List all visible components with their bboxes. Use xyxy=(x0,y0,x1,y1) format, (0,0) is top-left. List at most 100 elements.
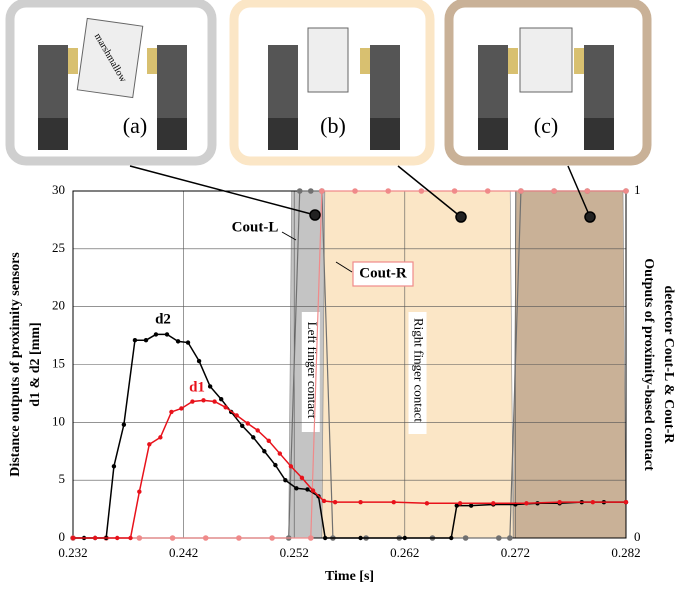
data-point xyxy=(190,399,195,404)
data-point xyxy=(283,477,288,483)
data-point xyxy=(169,535,176,541)
data-point xyxy=(266,438,271,444)
data-point xyxy=(277,451,283,456)
y-tick-label: 0 xyxy=(59,529,66,544)
data-point xyxy=(402,535,407,541)
x-tick-label: 0.262 xyxy=(390,545,419,560)
data-point xyxy=(169,409,174,415)
data-point xyxy=(590,499,596,505)
data-point xyxy=(623,188,629,194)
data-point xyxy=(307,188,314,194)
x-tick-label: 0.282 xyxy=(611,545,640,560)
data-point xyxy=(158,435,163,440)
data-point xyxy=(236,535,242,541)
data-point xyxy=(319,188,325,194)
y-axis-title: d1 & d2 [mm] xyxy=(28,322,43,406)
data-point xyxy=(321,498,327,504)
data-point xyxy=(385,188,392,194)
data-point xyxy=(164,332,170,337)
inset-b: (b) xyxy=(229,0,435,166)
label-box xyxy=(352,261,414,287)
y-tick-label: 20 xyxy=(52,298,65,313)
y2-tick-label: 0 xyxy=(634,529,641,544)
y-tick-label: 5 xyxy=(59,471,66,486)
data-point xyxy=(294,486,299,491)
data-point xyxy=(240,423,245,429)
data-point xyxy=(185,340,191,345)
data-point xyxy=(111,464,117,469)
data-point xyxy=(223,405,228,410)
y-tick-label: 30 xyxy=(52,182,65,197)
data-point xyxy=(524,501,529,506)
x-tick-label: 0.232 xyxy=(58,545,87,560)
inset-c: (c) xyxy=(444,0,652,166)
y-tick-label: 15 xyxy=(52,355,65,370)
inset-label: (a) xyxy=(123,113,147,138)
data-point xyxy=(418,188,425,194)
data-point xyxy=(310,488,316,493)
data-point xyxy=(207,384,213,389)
data-point xyxy=(175,339,181,344)
data-point xyxy=(623,499,629,505)
series-label: Cout-L xyxy=(232,219,279,235)
data-point xyxy=(358,535,363,541)
data-point xyxy=(273,462,278,468)
data-point xyxy=(457,501,463,506)
y2-axis-title: Outputs of proximity-based contact xyxy=(641,258,656,471)
data-point xyxy=(391,499,396,505)
data-point xyxy=(449,535,454,541)
data-point xyxy=(305,487,310,492)
callouts xyxy=(129,165,596,223)
data-point xyxy=(584,188,591,194)
x-axis-title: Time [s] xyxy=(325,569,374,584)
data-point xyxy=(296,188,303,194)
data-point xyxy=(132,338,138,343)
data-point xyxy=(557,499,562,505)
data-point xyxy=(196,358,202,364)
inset-a: marshmallow (a) xyxy=(5,0,217,166)
data-point xyxy=(121,422,127,427)
data-point xyxy=(496,535,502,541)
series-label: d2 xyxy=(155,311,171,327)
data-point xyxy=(269,535,275,541)
pointer xyxy=(281,231,297,241)
data-point xyxy=(255,428,260,433)
series-line xyxy=(73,190,626,539)
inset-label: (c) xyxy=(534,113,558,138)
data-point xyxy=(307,535,314,541)
pointer xyxy=(335,261,353,273)
data-point xyxy=(322,535,328,541)
data-point xyxy=(251,435,256,440)
inset-label: (b) xyxy=(320,113,346,138)
data-point xyxy=(92,535,98,541)
region-label: Left finger contact xyxy=(305,322,320,419)
data-point xyxy=(70,535,76,541)
plot: Left finger contact Right finger contact 0… xyxy=(8,182,676,584)
data-point xyxy=(551,188,557,194)
data-point xyxy=(137,489,142,494)
data-point xyxy=(288,464,294,469)
x-tick-label: 0.272 xyxy=(501,545,530,560)
data-point xyxy=(115,535,120,541)
data-point xyxy=(219,397,224,402)
data-point xyxy=(201,398,206,403)
data-point xyxy=(262,449,267,454)
y-tick-label: 10 xyxy=(52,413,65,428)
x-tick-label: 0.242 xyxy=(169,545,198,560)
data-point xyxy=(299,475,305,481)
data-point xyxy=(468,503,474,508)
data-point xyxy=(234,413,239,418)
y2-tick-label: 1 xyxy=(634,182,641,197)
data-point xyxy=(153,332,159,337)
data-point xyxy=(352,188,358,194)
y-tick-label: 25 xyxy=(52,240,65,255)
data-point xyxy=(147,442,152,447)
series-label: d1 xyxy=(189,379,205,395)
data-point xyxy=(424,501,430,506)
x-tick-label: 0.252 xyxy=(280,545,309,560)
data-point xyxy=(451,188,458,194)
data-point xyxy=(128,535,133,541)
data-point xyxy=(462,535,469,541)
data-point xyxy=(518,188,524,194)
